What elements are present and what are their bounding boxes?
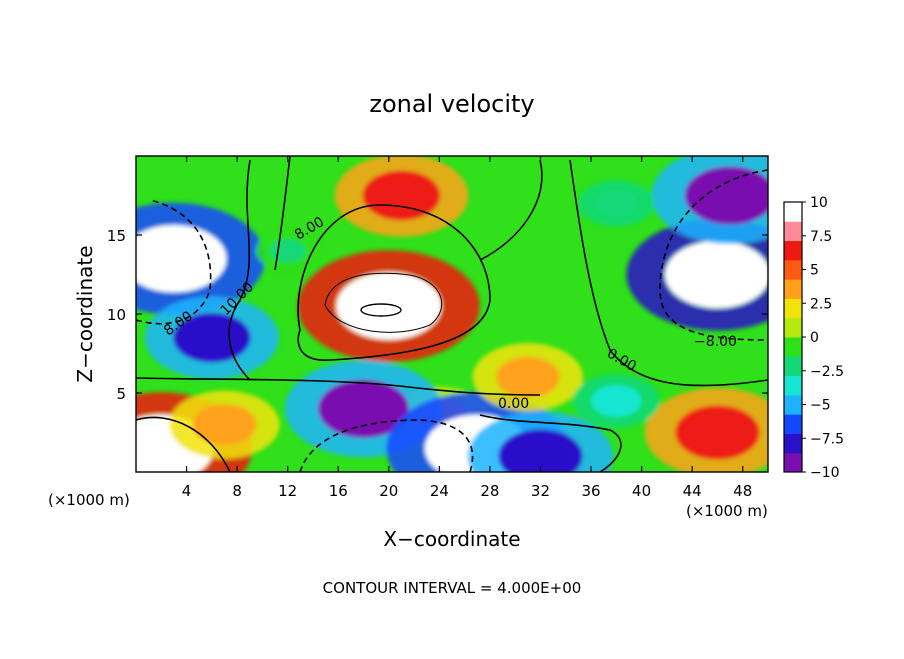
colorbar-band: [784, 452, 802, 473]
x-tick-label: 32: [531, 482, 550, 500]
contour-line-pos-topleft: [136, 416, 231, 472]
field-feature-core: [664, 240, 768, 309]
chart-title: zonal velocity: [369, 90, 534, 118]
colorbar-tick-label: 10: [810, 195, 828, 211]
field-feature-core: [318, 379, 409, 438]
colorbar-band: [784, 298, 802, 319]
colorbar-band: [784, 279, 802, 299]
colorbar-band: [784, 240, 802, 261]
field-feature-core: [498, 429, 583, 472]
x-tick-label: 16: [329, 482, 348, 500]
field-feature-core: [594, 189, 639, 218]
field-feature-core: [136, 225, 227, 293]
colorbar-band: [784, 433, 802, 454]
colorbar-tick-label: −5: [810, 398, 831, 414]
contour-line-positive: [297, 204, 491, 361]
colorbar-band: [784, 317, 802, 338]
x-tick-label: 40: [632, 482, 651, 500]
x-tick-label: 44: [683, 482, 702, 500]
colorbar-band: [784, 375, 802, 396]
x-tick-label: 36: [581, 482, 600, 500]
contour-label: −8.00: [694, 334, 737, 350]
colorbar-tick-label: 2.5: [810, 296, 832, 312]
x-unit-right: (×1000 m): [686, 502, 768, 520]
field-feature-core: [675, 405, 760, 460]
contour-line-core: [360, 303, 402, 317]
contour-line-zero-lower: [136, 377, 541, 396]
colorbar-band: [784, 259, 802, 280]
x-tick-label: 20: [379, 482, 398, 500]
colorbar-tick-label: −7.5: [810, 431, 844, 447]
x-tick-label: 4: [182, 482, 192, 500]
contour-lines: [136, 156, 768, 472]
field-feature-core: [336, 272, 442, 340]
x-tick-label: 28: [480, 482, 499, 500]
colorbar-tick-label: 7.5: [810, 229, 832, 245]
field-blobs: [136, 156, 768, 472]
y-tick-label: 5: [116, 385, 126, 403]
colorbar-band: [784, 394, 802, 415]
contour-line-zero-mid: [274, 156, 291, 271]
x-tick-label: 48: [733, 482, 752, 500]
colorbar-band: [784, 337, 802, 357]
y-tick-label: 15: [107, 227, 126, 245]
x-tick-label: 8: [232, 482, 242, 500]
field-feature-core: [495, 356, 560, 398]
colorbar-band: [784, 202, 802, 222]
contour-line-zero-left: [228, 159, 251, 381]
field-feature-core: [362, 170, 441, 221]
x-tick-label: 24: [430, 482, 449, 500]
colorbar-tick-label: 5: [810, 263, 819, 279]
x-unit-left: (×1000 m): [48, 491, 130, 509]
field-feature-core: [684, 166, 768, 225]
contour-line-zero-upper: [479, 159, 543, 261]
contour-line-positive-inner: [324, 272, 443, 333]
colorbar: 10 7.5 5 2.5 0 −2.5 −5 −7.5 −10: [783, 195, 844, 481]
x-tick-label: 12: [278, 482, 297, 500]
x-axis-title: X−coordinate: [383, 527, 520, 551]
contour-line-neg-left: [136, 199, 212, 325]
colorbar-tick-label: 0: [810, 330, 819, 346]
colorbar-band: [784, 356, 802, 377]
colorbar-band: [784, 414, 802, 434]
contour-line-neg-right: [659, 169, 768, 341]
x-axis: 4 8 12 16 20 24 28 32 36 40 44 48: [182, 156, 752, 500]
colorbar-tick-label: −10: [810, 465, 840, 481]
plot-area: 8.00 10.00 8.00 0.00 0.00 −8.00: [136, 156, 768, 472]
field-feature-core: [192, 404, 257, 445]
y-axis-title: Z−coordinate: [73, 245, 97, 382]
y-tick-label: 10: [107, 306, 126, 324]
field-feature-core: [591, 384, 642, 417]
colorbar-band: [784, 221, 802, 242]
contour-line-zero-right: [569, 159, 768, 387]
contour-interval-note: CONTOUR INTERVAL = 4.000E+00: [323, 579, 582, 597]
contour-line-zero-bottom: [479, 414, 622, 472]
colorbar-tick-label: −2.5: [810, 364, 844, 380]
contour-label: 0.00: [498, 396, 529, 412]
y-axis: 5 10 15: [107, 227, 768, 403]
